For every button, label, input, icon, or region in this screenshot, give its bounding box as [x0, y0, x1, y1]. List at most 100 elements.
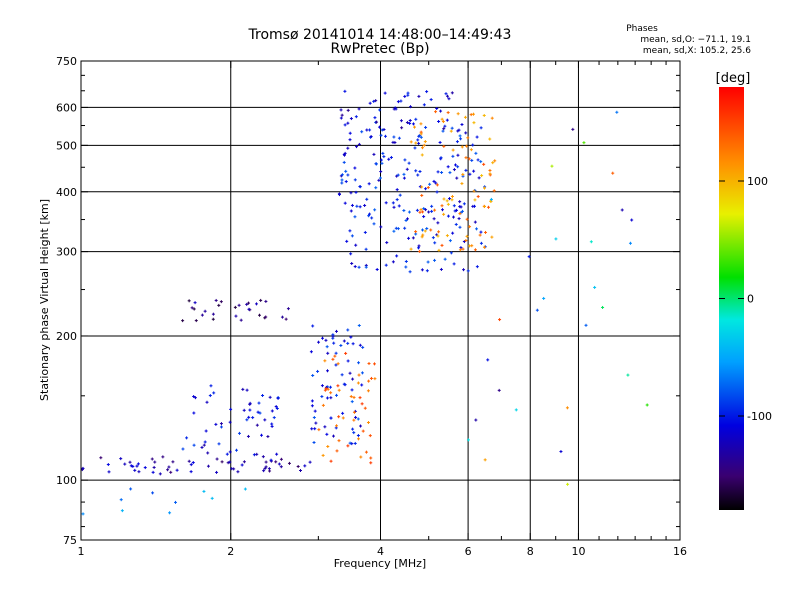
data-point: [342, 160, 346, 164]
data-point: [421, 210, 425, 214]
data-point: [343, 89, 347, 93]
data-point: [129, 464, 133, 468]
data-point: [357, 265, 361, 269]
data-point: [482, 113, 486, 117]
data-point: [387, 157, 391, 161]
data-point: [308, 460, 312, 464]
data-point: [439, 109, 443, 113]
data-point: [378, 108, 382, 112]
data-point: [267, 467, 271, 471]
data-point: [432, 217, 436, 221]
data-point: [325, 396, 329, 400]
data-point: [455, 140, 459, 144]
data-point: [445, 199, 449, 203]
data-point: [374, 186, 378, 190]
data-point: [422, 207, 426, 211]
data-point: [450, 198, 454, 202]
data-point: [396, 227, 400, 231]
data-point: [423, 229, 427, 233]
data-point: [483, 186, 487, 190]
data-point: [473, 220, 477, 224]
data-point: [106, 463, 110, 467]
data-point: [488, 168, 492, 172]
data-point: [228, 460, 232, 464]
data-point: [399, 99, 403, 103]
data-point: [452, 204, 456, 208]
data-point: [441, 120, 445, 124]
data-point: [439, 156, 443, 160]
data-point: [348, 441, 352, 445]
data-point: [359, 455, 363, 459]
data-point: [239, 318, 243, 322]
data-point: [356, 434, 360, 438]
data-point: [383, 91, 387, 95]
data-point: [274, 405, 278, 409]
data-point: [554, 237, 558, 241]
data-point: [411, 236, 415, 240]
data-point: [356, 417, 360, 421]
data-point: [341, 416, 345, 420]
data-point: [310, 399, 314, 403]
data-point: [433, 258, 437, 262]
data-point: [325, 432, 329, 436]
data-point: [279, 457, 283, 461]
data-point: [129, 487, 133, 491]
data-point: [242, 408, 246, 412]
data-point: [440, 208, 444, 212]
data-point: [337, 193, 341, 197]
data-point: [151, 491, 155, 495]
data-point: [375, 120, 379, 124]
data-point: [360, 371, 364, 375]
data-point: [354, 415, 358, 419]
data-point: [355, 145, 359, 149]
data-point: [349, 117, 353, 121]
data-point: [391, 260, 395, 264]
data-point: [491, 161, 495, 165]
data-point: [419, 208, 423, 212]
data-point: [414, 141, 418, 145]
data-point: [420, 235, 424, 239]
data-point: [137, 470, 141, 474]
data-point: [408, 118, 412, 122]
data-point: [357, 142, 361, 146]
data-point: [402, 209, 406, 213]
data-point: [339, 116, 343, 120]
data-point: [471, 112, 475, 116]
data-point: [472, 204, 476, 208]
data-point: [325, 345, 329, 349]
data-point: [542, 296, 546, 300]
data-point: [166, 468, 170, 472]
data-point: [191, 461, 195, 465]
data-point: [342, 382, 346, 386]
data-point: [350, 203, 354, 207]
data-point: [263, 466, 267, 470]
data-point: [240, 463, 244, 467]
data-point: [490, 116, 494, 120]
data-point: [476, 195, 480, 199]
data-point: [429, 98, 433, 102]
data-point: [447, 197, 451, 201]
y-tick-label: 75: [63, 534, 77, 547]
data-point: [348, 138, 352, 142]
data-point: [357, 323, 361, 327]
grid-lines: [81, 61, 680, 540]
data-point: [200, 445, 204, 449]
data-point: [226, 461, 230, 465]
data-point: [483, 458, 487, 462]
data-point: [358, 343, 362, 347]
data-point: [358, 205, 362, 209]
data-point: [171, 460, 175, 464]
data-point: [630, 218, 634, 222]
data-point: [189, 470, 193, 474]
axis-ticks: 1 2 4 6 8 10 16 75 100 200 300 400 500 600 750: [56, 55, 687, 558]
data-point: [187, 299, 191, 303]
data-point: [326, 369, 330, 373]
data-point: [372, 222, 376, 226]
data-point: [628, 241, 632, 245]
data-point: [168, 511, 172, 515]
data-point: [455, 176, 459, 180]
data-point: [337, 439, 341, 443]
data-point: [350, 261, 354, 265]
data-point: [275, 452, 279, 456]
data-point: [357, 373, 361, 377]
